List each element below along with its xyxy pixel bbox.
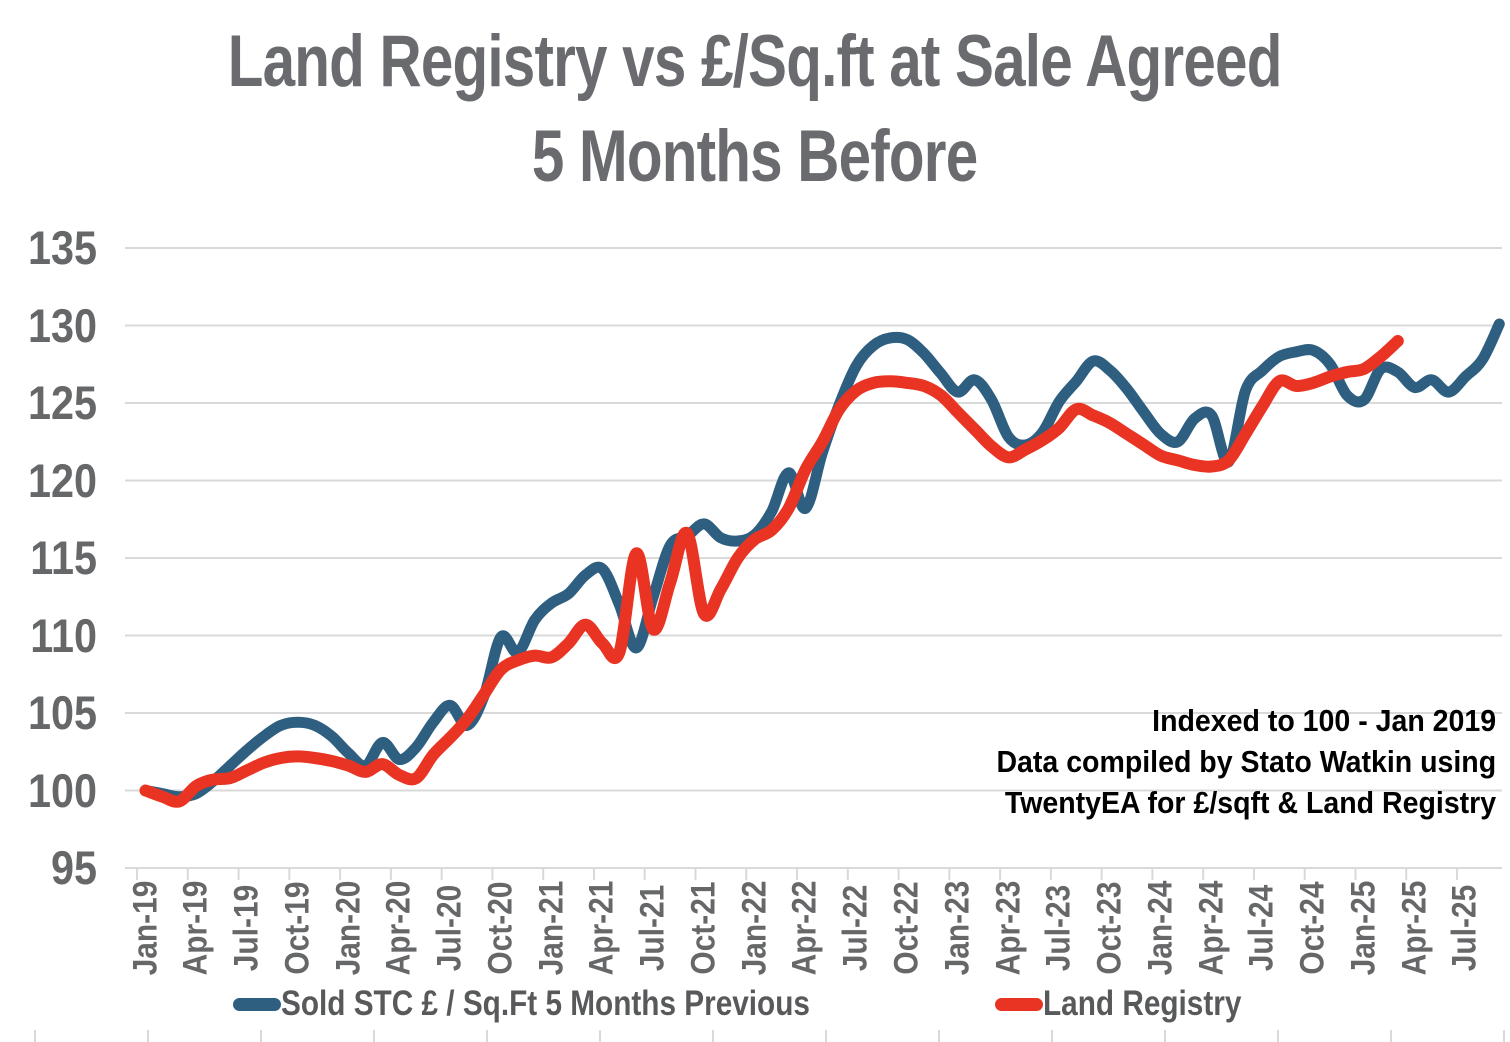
- y-tick-label-115: 115: [30, 531, 98, 584]
- red-line-swatch: [995, 997, 1044, 1011]
- x-tick-label-Jan-25: Jan-25: [1344, 880, 1383, 976]
- x-tick-label-Jan-20: Jan-20: [329, 880, 368, 976]
- y-tick-label-130: 130: [27, 298, 98, 352]
- x-tick-label-Oct-23: Oct-23: [1090, 881, 1129, 975]
- x-tick-label-Jul-25: Jul-25: [1445, 884, 1484, 972]
- y-tick-label-110: 110: [30, 608, 98, 662]
- y-tick-label-135: 135: [27, 221, 98, 274]
- x-tick-label-Apr-19: Apr-19: [176, 880, 215, 976]
- legend-item-land-registry: Land Registry: [995, 984, 1276, 1024]
- x-tick-label-Jan-23: Jan-23: [938, 880, 977, 976]
- y-tick-label-95: 95: [50, 841, 97, 894]
- legend-label-land-registry: Land Registry: [1043, 984, 1242, 1023]
- x-tick-label-Jan-24: Jan-24: [1141, 880, 1180, 976]
- x-tick-label-Oct-22: Oct-22: [887, 881, 926, 975]
- chart-title: Land Registry vs £/Sq.ft at Sale Agreed …: [0, 14, 1510, 204]
- x-tick-label-Oct-20: Oct-20: [481, 881, 520, 975]
- x-tick-label-Apr-25: Apr-25: [1395, 880, 1434, 976]
- y-tick-label-120: 120: [27, 453, 98, 507]
- x-tick-label-Oct-21: Oct-21: [684, 881, 723, 975]
- x-tick-label-Jul-22: Jul-22: [836, 884, 875, 972]
- x-tick-label-Apr-21: Apr-21: [582, 880, 621, 976]
- x-tick-label-Jan-21: Jan-21: [532, 880, 571, 976]
- x-tick-label-Jan-22: Jan-22: [735, 880, 774, 976]
- annotation-line1: Indexed to 100 - Jan 2019: [1152, 703, 1496, 738]
- annotation-line3: TwentyEA for £/sqft & Land Registry: [1004, 785, 1496, 820]
- y-tick-label-105: 105: [27, 686, 98, 739]
- x-tick-label-Apr-20: Apr-20: [379, 880, 418, 976]
- x-tick-label-Oct-19: Oct-19: [278, 881, 317, 975]
- annotation-line2: Data compiled by Stato Watkin using: [996, 744, 1496, 779]
- x-tick-label-Jul-24: Jul-24: [1242, 884, 1281, 972]
- chart-title-line1: Land Registry vs £/Sq.ft at Sale Agreed: [228, 21, 1283, 102]
- x-tick-label-Apr-22: Apr-22: [785, 880, 824, 976]
- legend-item-sold-stc: Sold STC £ / Sq.Ft 5 Months Previous: [233, 984, 903, 1024]
- chart-title-line2: 5 Months Before: [532, 116, 978, 197]
- x-tick-label-Jul-23: Jul-23: [1039, 884, 1078, 972]
- x-tick-label-Jan-19: Jan-19: [126, 880, 164, 976]
- x-tick-label-Jul-20: Jul-20: [430, 884, 469, 972]
- blue-line-swatch: [233, 997, 282, 1011]
- x-tick-label-Apr-24: Apr-24: [1192, 880, 1231, 976]
- x-tick-label-Jul-21: Jul-21: [633, 884, 672, 972]
- y-tick-label-100: 100: [27, 763, 98, 817]
- x-tick-label-Jul-19: Jul-19: [227, 884, 266, 972]
- chart-legend: Sold STC £ / Sq.Ft 5 Months Previous Lan…: [0, 984, 1510, 1024]
- x-tick-label-Apr-23: Apr-23: [989, 880, 1028, 976]
- legend-label-sold-stc: Sold STC £ / Sq.Ft 5 Months Previous: [281, 984, 811, 1023]
- x-tick-label-Oct-24: Oct-24: [1293, 881, 1332, 975]
- chart-annotation: Indexed to 100 - Jan 2019 Data compiled …: [996, 700, 1496, 823]
- y-tick-label-125: 125: [27, 376, 98, 429]
- red-series-line: [139, 335, 1404, 808]
